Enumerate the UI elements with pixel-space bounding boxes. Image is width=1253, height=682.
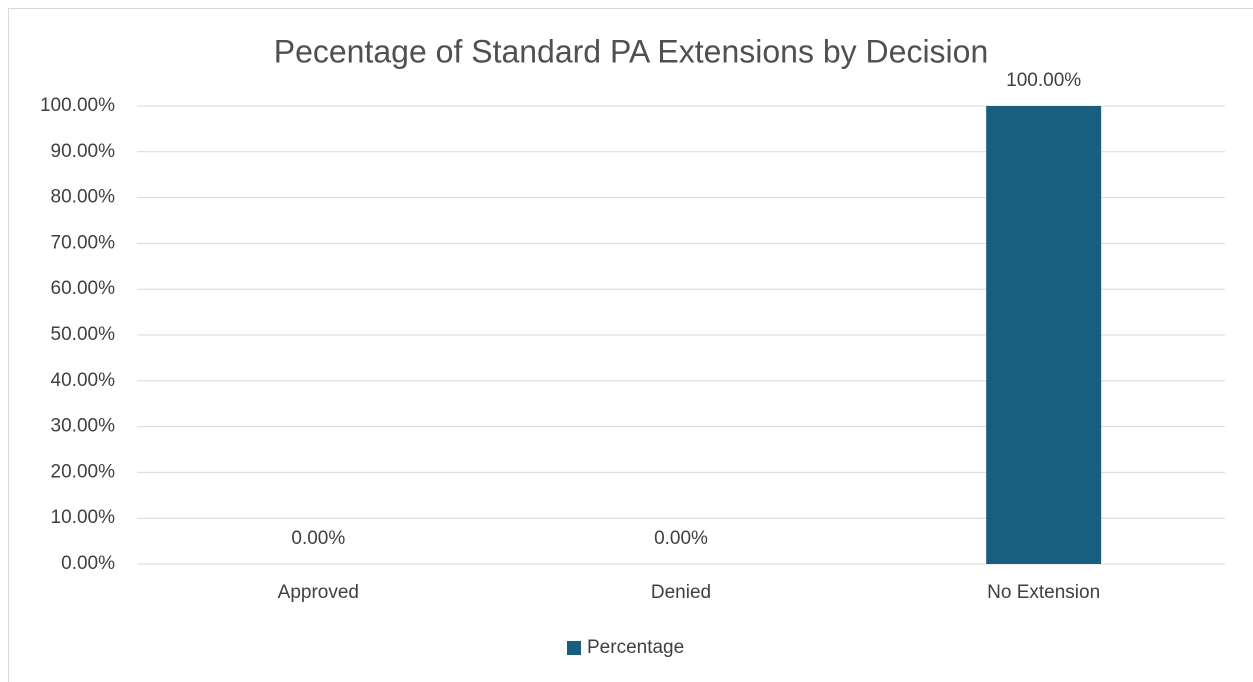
y-tick-label: 100.00%	[40, 95, 115, 116]
value-label: 100.00%	[1006, 70, 1081, 91]
y-tick-label: 0.00%	[61, 553, 115, 574]
x-tick-label: Denied	[651, 582, 711, 603]
y-tick-label: 20.00%	[51, 461, 116, 482]
y-tick-label: 60.00%	[51, 278, 116, 299]
y-tick-label: 10.00%	[51, 507, 116, 528]
y-tick-label: 50.00%	[51, 324, 116, 345]
legend-swatch	[567, 641, 581, 655]
y-tick-label: 70.00%	[51, 232, 116, 253]
y-tick-label: 30.00%	[51, 416, 116, 437]
legend-label: Percentage	[587, 637, 684, 658]
x-tick-label: Approved	[278, 582, 359, 603]
y-tick-label: 80.00%	[51, 187, 116, 208]
value-label: 0.00%	[654, 528, 708, 549]
y-tick-label: 90.00%	[51, 141, 116, 162]
x-tick-label: No Extension	[987, 582, 1100, 603]
value-label: 0.00%	[291, 528, 345, 549]
chart-title: Pecentage of Standard PA Extensions by D…	[274, 33, 989, 69]
y-tick-label: 40.00%	[51, 370, 116, 391]
bar	[986, 106, 1102, 564]
